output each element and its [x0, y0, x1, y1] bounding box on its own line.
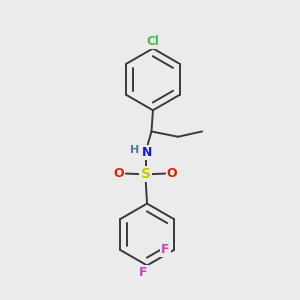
Text: O: O — [167, 167, 177, 180]
Text: H: H — [130, 145, 139, 155]
Text: Cl: Cl — [147, 35, 159, 48]
Text: O: O — [114, 167, 124, 180]
Text: F: F — [139, 266, 148, 279]
Text: N: N — [142, 146, 152, 159]
Text: F: F — [161, 243, 170, 256]
Text: S: S — [141, 167, 151, 181]
